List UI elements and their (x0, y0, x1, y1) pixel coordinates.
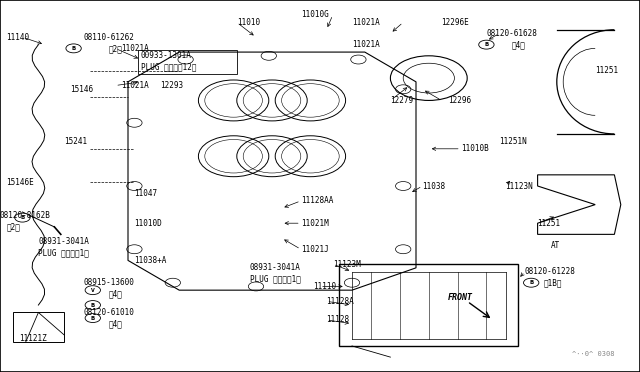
Text: 11128A: 11128A (326, 297, 354, 306)
Text: 11140: 11140 (6, 33, 29, 42)
Text: B: B (484, 42, 488, 47)
Text: FRONT: FRONT (448, 293, 473, 302)
Text: 08120-61628: 08120-61628 (486, 29, 537, 38)
Text: PLUG プラグ（1）: PLUG プラグ（1） (38, 248, 89, 257)
Text: 08120-61010: 08120-61010 (83, 308, 134, 317)
Text: 15241: 15241 (64, 137, 87, 146)
Text: 11021A: 11021A (352, 40, 380, 49)
Text: B: B (529, 280, 533, 285)
Text: 11128AA: 11128AA (301, 196, 333, 205)
Text: 08931-3041A: 08931-3041A (250, 263, 300, 272)
Text: 08120-8162B: 08120-8162B (0, 211, 51, 220)
Text: 11021M: 11021M (301, 219, 328, 228)
Text: 12293: 12293 (160, 81, 183, 90)
Circle shape (85, 314, 100, 323)
Text: 08110-61262: 08110-61262 (83, 33, 134, 42)
Text: PLUG プラグ〈12〉: PLUG プラグ〈12〉 (141, 62, 196, 71)
Text: 11021A: 11021A (122, 81, 149, 90)
Text: 08931-3041A: 08931-3041A (38, 237, 89, 246)
Bar (138, 50, 237, 74)
Text: 11128: 11128 (326, 315, 349, 324)
Text: 12279: 12279 (390, 96, 413, 105)
Bar (13, 312, 64, 342)
Text: 11021A: 11021A (122, 44, 149, 53)
Text: 11110: 11110 (314, 282, 337, 291)
Text: 08120-61228: 08120-61228 (525, 267, 575, 276)
Text: B: B (91, 302, 95, 308)
Text: 11251: 11251 (595, 66, 618, 75)
Text: AT: AT (550, 241, 559, 250)
Circle shape (85, 301, 100, 310)
Text: 11047: 11047 (134, 189, 157, 198)
Text: V: V (91, 288, 95, 293)
Text: （2）: （2） (6, 222, 20, 231)
Text: 08915-13600: 08915-13600 (83, 278, 134, 287)
Text: 11010G: 11010G (301, 10, 328, 19)
Text: 11251: 11251 (538, 219, 561, 228)
Text: 11038: 11038 (422, 182, 445, 190)
Circle shape (524, 278, 539, 287)
Text: 11038+A: 11038+A (134, 256, 167, 265)
Circle shape (15, 213, 30, 222)
Bar (339, 264, 518, 346)
Text: 11010D: 11010D (134, 219, 162, 228)
Circle shape (479, 40, 494, 49)
Text: 12296: 12296 (448, 96, 471, 105)
Text: 11123M: 11123M (333, 260, 360, 269)
Text: B: B (91, 315, 95, 321)
Text: 11123N: 11123N (506, 182, 533, 190)
Text: （4）: （4） (109, 289, 123, 298)
Text: 12296E: 12296E (442, 18, 469, 27)
Text: 11251N: 11251N (499, 137, 527, 146)
Text: 11021A: 11021A (352, 18, 380, 27)
Circle shape (66, 44, 81, 53)
Text: 11010: 11010 (237, 18, 260, 27)
Text: 11021J: 11021J (301, 245, 328, 254)
Text: ^··0^ 0308: ^··0^ 0308 (572, 351, 614, 357)
Text: （2）: （2） (109, 44, 123, 53)
Text: 15146E: 15146E (6, 178, 34, 187)
Text: （4）: （4） (512, 40, 526, 49)
Text: 00933-1301A: 00933-1301A (141, 51, 191, 60)
Text: 11121Z: 11121Z (19, 334, 47, 343)
Text: B: B (20, 215, 24, 220)
Text: B: B (72, 46, 76, 51)
Text: （4）: （4） (109, 319, 123, 328)
Text: 15146: 15146 (70, 85, 93, 94)
Text: PLUG プラグ（1）: PLUG プラグ（1） (250, 275, 300, 283)
Circle shape (85, 286, 100, 295)
Text: （1B）: （1B） (544, 278, 563, 287)
Text: 11010B: 11010B (461, 144, 488, 153)
